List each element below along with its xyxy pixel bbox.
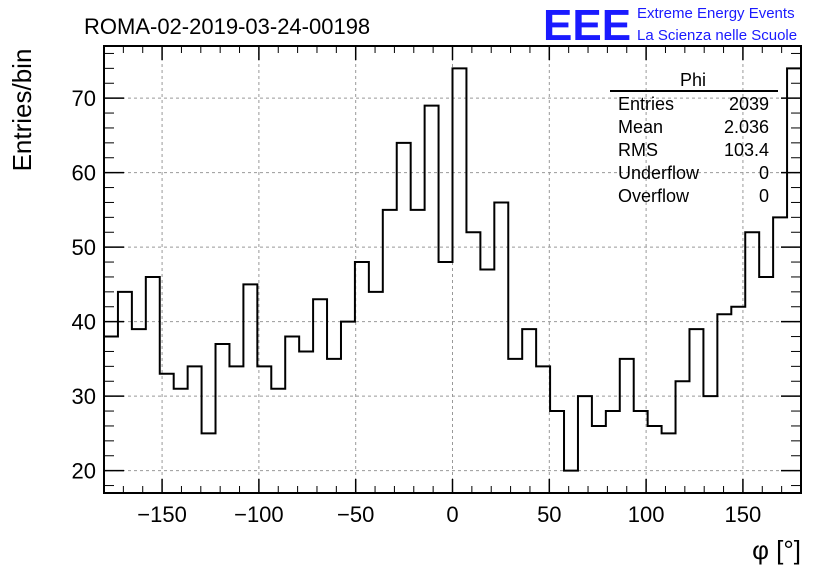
- stats-value: 103.4: [724, 140, 769, 160]
- stats-value: 2039: [729, 94, 769, 114]
- chart-title: ROMA-02-2019-03-24-00198: [84, 14, 370, 39]
- stats-value: 2.036: [724, 117, 769, 137]
- stats-label: RMS: [618, 140, 658, 160]
- logo-mark: EEE: [543, 1, 631, 50]
- axis-ticks: −150 −100 −50 0 50 100 150 20 30 40 50 60 70: [72, 46, 802, 527]
- stats-value: 0: [759, 186, 769, 206]
- x-tick-label: 150: [725, 502, 762, 527]
- stats-label: Entries: [618, 94, 674, 114]
- x-tick-label: 100: [628, 502, 665, 527]
- stats-label: Underflow: [618, 163, 700, 183]
- stats-rows: Entries 2039 Mean 2.036 RMS 103.4 Underflow 0 Ov…: [618, 94, 769, 206]
- y-tick-label: 60: [72, 161, 96, 186]
- stats-value: 0: [759, 163, 769, 183]
- stats-title: Phi: [680, 70, 706, 90]
- x-tick-label: −100: [234, 502, 284, 527]
- y-tick-label: 40: [72, 310, 96, 335]
- x-tick-label: 0: [446, 502, 458, 527]
- y-tick-label: 30: [72, 384, 96, 409]
- logo-line-1: Extreme Energy Events: [637, 5, 795, 22]
- eee-logo: EEE Extreme Energy Events La Scienza nel…: [543, 1, 797, 50]
- y-axis-label: Entries/bin: [7, 49, 37, 172]
- stats-box: Phi Entries 2039 Mean 2.036 RMS 103.4 Underflo…: [610, 70, 778, 206]
- y-tick-label: 50: [72, 235, 96, 260]
- histogram-series: [104, 67, 801, 472]
- x-tick-label: 50: [537, 502, 561, 527]
- x-tick-label: −150: [137, 502, 187, 527]
- stats-label: Overflow: [618, 186, 690, 206]
- x-axis-label: φ [°]: [752, 535, 801, 565]
- stats-label: Mean: [618, 117, 663, 137]
- y-tick-label: 20: [72, 459, 96, 484]
- logo-line-2: La Scienza nelle Scuole: [637, 27, 797, 44]
- y-tick-label: 70: [72, 86, 96, 111]
- x-tick-label: −50: [337, 502, 374, 527]
